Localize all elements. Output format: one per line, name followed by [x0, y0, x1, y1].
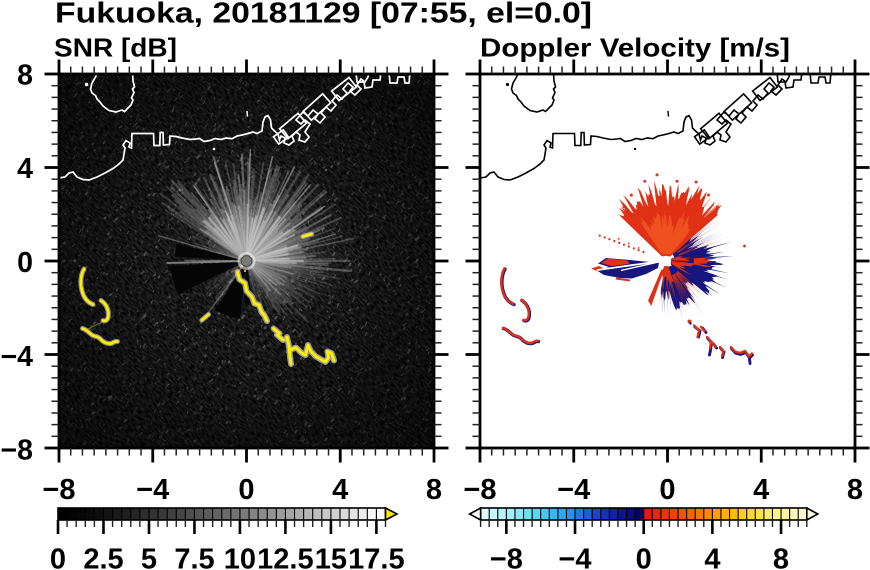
svg-text:15: 15 — [315, 544, 347, 570]
svg-text:SNR [dB]: SNR [dB] — [54, 33, 177, 63]
svg-text:0: 0 — [636, 544, 652, 570]
svg-text:−4: −4 — [1, 341, 34, 373]
svg-text:0: 0 — [659, 474, 675, 506]
svg-text:5: 5 — [141, 544, 157, 570]
svg-text:0: 0 — [17, 247, 33, 279]
svg-text:0: 0 — [238, 474, 254, 506]
svg-text:−4: −4 — [558, 544, 591, 570]
svg-text:−4: −4 — [557, 474, 590, 506]
svg-text:8: 8 — [17, 60, 33, 92]
svg-text:8: 8 — [847, 474, 863, 506]
svg-text:−8: −8 — [42, 474, 75, 506]
svg-text:4: 4 — [704, 544, 720, 570]
svg-text:−4: −4 — [136, 474, 169, 506]
svg-text:2.5: 2.5 — [83, 544, 123, 570]
svg-text:4: 4 — [332, 474, 348, 506]
svg-text:12.5: 12.5 — [257, 544, 313, 570]
svg-text:−8: −8 — [1, 435, 34, 467]
svg-text:Doppler Velocity [m/s]: Doppler Velocity [m/s] — [480, 33, 790, 63]
svg-text:8: 8 — [426, 474, 442, 506]
svg-text:8: 8 — [773, 544, 789, 570]
svg-text:−8: −8 — [490, 544, 523, 570]
svg-text:Fukuoka, 20181129 [07:55, el=0: Fukuoka, 20181129 [07:55, el=0.0] — [55, 0, 592, 30]
svg-text:0: 0 — [50, 544, 66, 570]
svg-text:10: 10 — [224, 544, 256, 570]
svg-text:−8: −8 — [463, 474, 496, 506]
svg-text:4: 4 — [753, 474, 769, 506]
svg-text:17.5: 17.5 — [348, 544, 404, 570]
svg-text:4: 4 — [17, 153, 33, 185]
svg-text:7.5: 7.5 — [174, 544, 214, 570]
